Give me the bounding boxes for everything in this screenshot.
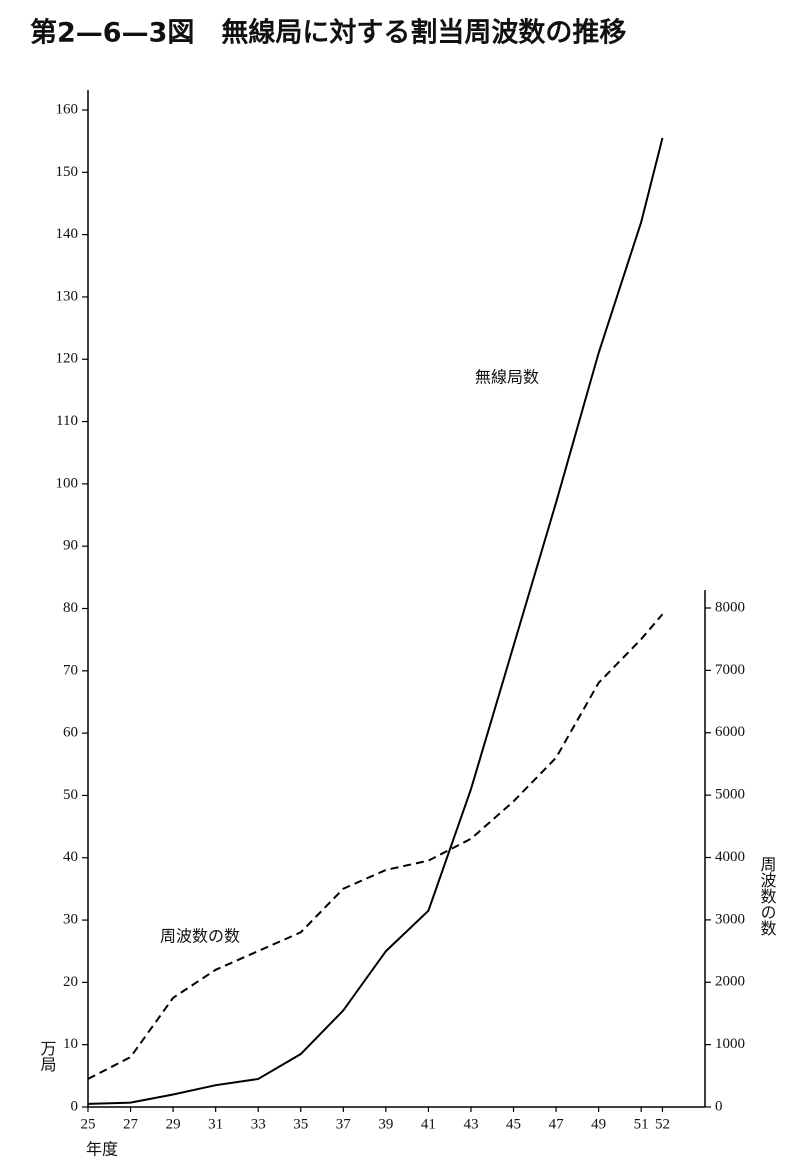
- y2-tick-label: 5000: [715, 787, 745, 803]
- y2-axis-label: 周波数の数: [758, 856, 777, 936]
- series-label: 周波数の数: [160, 927, 240, 946]
- x-tick-label: 29: [166, 1116, 181, 1132]
- series-label: 無線局数: [475, 368, 539, 387]
- x-tick-label: 49: [591, 1116, 606, 1132]
- x-tick-label: 51: [634, 1116, 649, 1132]
- y-tick-label: 60: [63, 725, 78, 741]
- y-tick-label: 80: [63, 600, 78, 616]
- y2-tick-label: 6000: [715, 724, 745, 740]
- x-tick-label: 52: [655, 1116, 670, 1132]
- y-tick-label: 160: [56, 101, 79, 117]
- y-tick-label: 110: [56, 413, 78, 429]
- y2-tick-label: 8000: [715, 599, 745, 615]
- y-tick-label: 40: [63, 849, 78, 865]
- y-tick-label: 30: [63, 912, 78, 928]
- x-tick-label: 27: [123, 1116, 139, 1132]
- y-tick-label: 50: [63, 787, 78, 803]
- y-tick-label: 150: [56, 164, 79, 180]
- x-tick-label: 31: [208, 1116, 223, 1132]
- y-tick-label: 140: [56, 226, 79, 242]
- x-axis-label: 年度: [86, 1140, 118, 1159]
- y2-tick-label: 2000: [715, 974, 745, 990]
- chart-title: 第2—6—3図 無線局に対する割当周波数の推移: [30, 17, 626, 49]
- x-tick-label: 45: [506, 1116, 521, 1132]
- y2-tick-label: 4000: [715, 849, 745, 865]
- y-tick-label: 20: [63, 974, 78, 990]
- y-tick-label: 90: [63, 538, 78, 554]
- y-tick-label: 100: [56, 475, 79, 491]
- x-tick-label: 41: [421, 1116, 436, 1132]
- y2-tick-label: 0: [715, 1098, 723, 1114]
- y2-tick-label: 7000: [715, 662, 745, 678]
- series-line: [87, 613, 664, 1080]
- y-tick-label: 130: [56, 288, 79, 304]
- y-tick-label: 70: [63, 662, 78, 678]
- y-tick-label: 120: [56, 351, 79, 367]
- y2-tick-label: 3000: [715, 911, 745, 927]
- x-tick-label: 25: [81, 1116, 96, 1132]
- y-axis-label: 万局: [38, 1040, 57, 1073]
- x-tick-label: 33: [251, 1116, 266, 1132]
- x-tick-label: 37: [336, 1116, 352, 1132]
- series-line: [87, 137, 664, 1105]
- x-tick-label: 39: [378, 1116, 393, 1132]
- x-tick-label: 47: [549, 1116, 565, 1132]
- y2-tick-label: 1000: [715, 1036, 745, 1052]
- y-tick-label: 10: [63, 1036, 78, 1052]
- x-tick-label: 35: [293, 1116, 308, 1132]
- x-tick-label: 43: [463, 1116, 478, 1132]
- y-tick-label: 0: [71, 1098, 79, 1114]
